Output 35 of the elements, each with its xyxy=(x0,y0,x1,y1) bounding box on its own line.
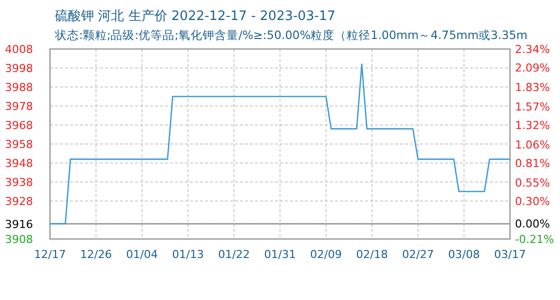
x-tick-label: 01/04 xyxy=(126,248,158,261)
y2-tick-label: 2.09% xyxy=(515,62,550,75)
y2-tick-label: 1.06% xyxy=(515,138,550,152)
x-tick-label: 03/08 xyxy=(448,248,480,261)
y-tick-label: 3988 xyxy=(5,81,33,94)
x-tick-label: 01/13 xyxy=(172,248,204,261)
y-tick-label: 3938 xyxy=(5,176,33,189)
y2-tick-label: 1.32% xyxy=(515,119,550,132)
y-tick-label: 3916 xyxy=(5,218,33,231)
y-tick-label: 3978 xyxy=(5,100,33,113)
x-tick-label: 02/18 xyxy=(356,248,388,261)
y-tick-label: 3948 xyxy=(5,157,33,170)
y2-tick-label: 0.81% xyxy=(515,157,550,170)
y-tick-label: 3908 xyxy=(5,233,33,246)
y2-tick-label: 1.57% xyxy=(515,100,550,114)
y2-tick-label: 2.34% xyxy=(515,43,550,56)
title: 硫酸钾 河北 生产价 2022-12-17 - 2023-03-17 xyxy=(55,9,336,24)
y-tick-label: 3958 xyxy=(5,138,33,151)
y2-tick-label: 0.30% xyxy=(515,195,550,208)
y2-tick-label: 0.00% xyxy=(515,217,550,230)
y-tick-label: 3928 xyxy=(5,195,33,208)
y-tick-label: 3968 xyxy=(5,119,33,132)
x-tick-label: 12/17 xyxy=(34,248,66,261)
y2-tick-label: 1.83% xyxy=(515,81,550,94)
x-tick-label: 03/17 xyxy=(494,248,526,261)
x-tick-label: 01/31 xyxy=(264,248,296,261)
y-tick-label: 3998 xyxy=(5,62,33,75)
x-tick-label: 02/09 xyxy=(310,248,342,261)
y-tick-label: 4008 xyxy=(5,43,33,56)
x-tick-label: 02/27 xyxy=(402,248,434,261)
subtitle: 状态:颗粒;品级:优等品;氧化钾含量/%≥:50.00%粒度（粒径1.00mm～4.75mm或3.35m xyxy=(55,28,528,42)
y2-tick-label: 0.55% xyxy=(515,176,550,190)
x-tick-label: 01/22 xyxy=(218,248,250,261)
y2-tick-label: -0.21% xyxy=(515,233,554,246)
x-tick-label: 12/26 xyxy=(80,248,112,261)
